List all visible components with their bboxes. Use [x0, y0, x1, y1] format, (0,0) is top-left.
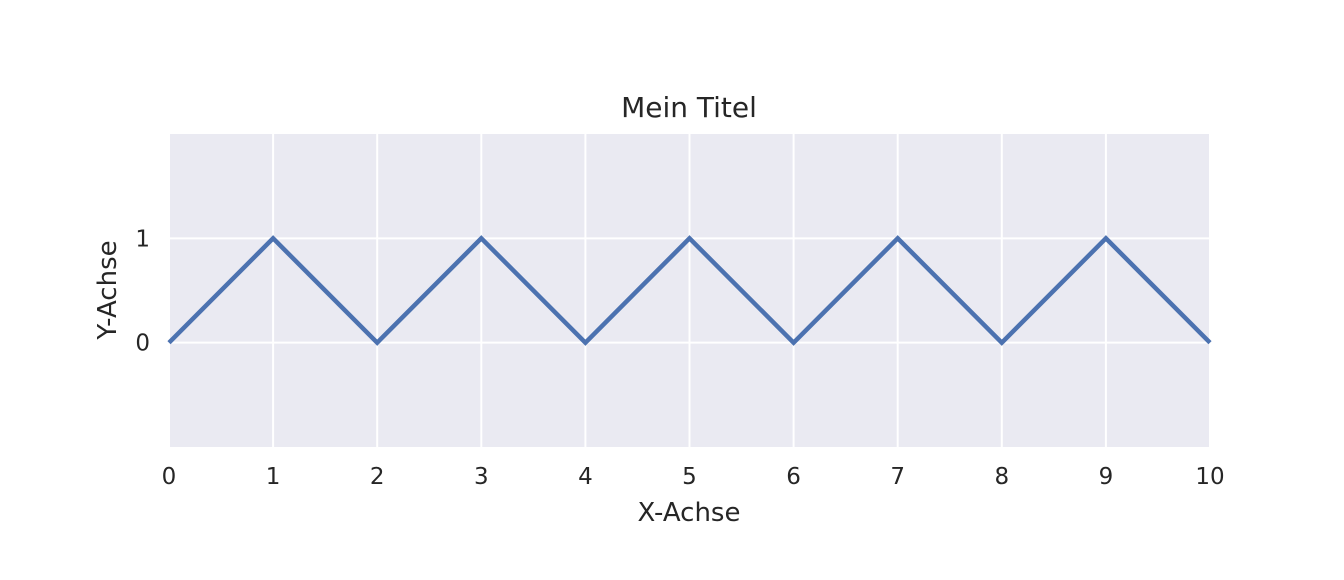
x-tick-label: 9 [1099, 464, 1114, 490]
y-tick-label: 0 [135, 331, 150, 357]
x-tick-label: 6 [786, 464, 801, 490]
x-axis-label: X-Achse [638, 498, 741, 528]
x-tick-label: 8 [994, 464, 1009, 490]
x-tick-label: 5 [682, 464, 697, 490]
y-tick-label: 1 [135, 226, 150, 252]
x-tick-label: 1 [266, 464, 281, 490]
x-tick-label: 3 [474, 464, 489, 490]
y-axis-ticks: 01 [135, 226, 150, 356]
x-tick-label: 0 [162, 464, 177, 490]
x-tick-label: 7 [890, 464, 905, 490]
x-axis-ticks: 0 1 2 3 4 5 6 7 8 9 10 [162, 464, 1225, 490]
x-tick-label: 10 [1195, 464, 1224, 490]
chart-title: Mein Titel [621, 91, 757, 124]
x-tick-label: 4 [578, 464, 593, 490]
x-tick-label: 2 [370, 464, 385, 490]
series-layer [167, 235, 1212, 346]
y-axis-label: Y-Achse [93, 240, 123, 340]
grid-lines [168, 134, 1211, 447]
series-line [167, 235, 1212, 346]
